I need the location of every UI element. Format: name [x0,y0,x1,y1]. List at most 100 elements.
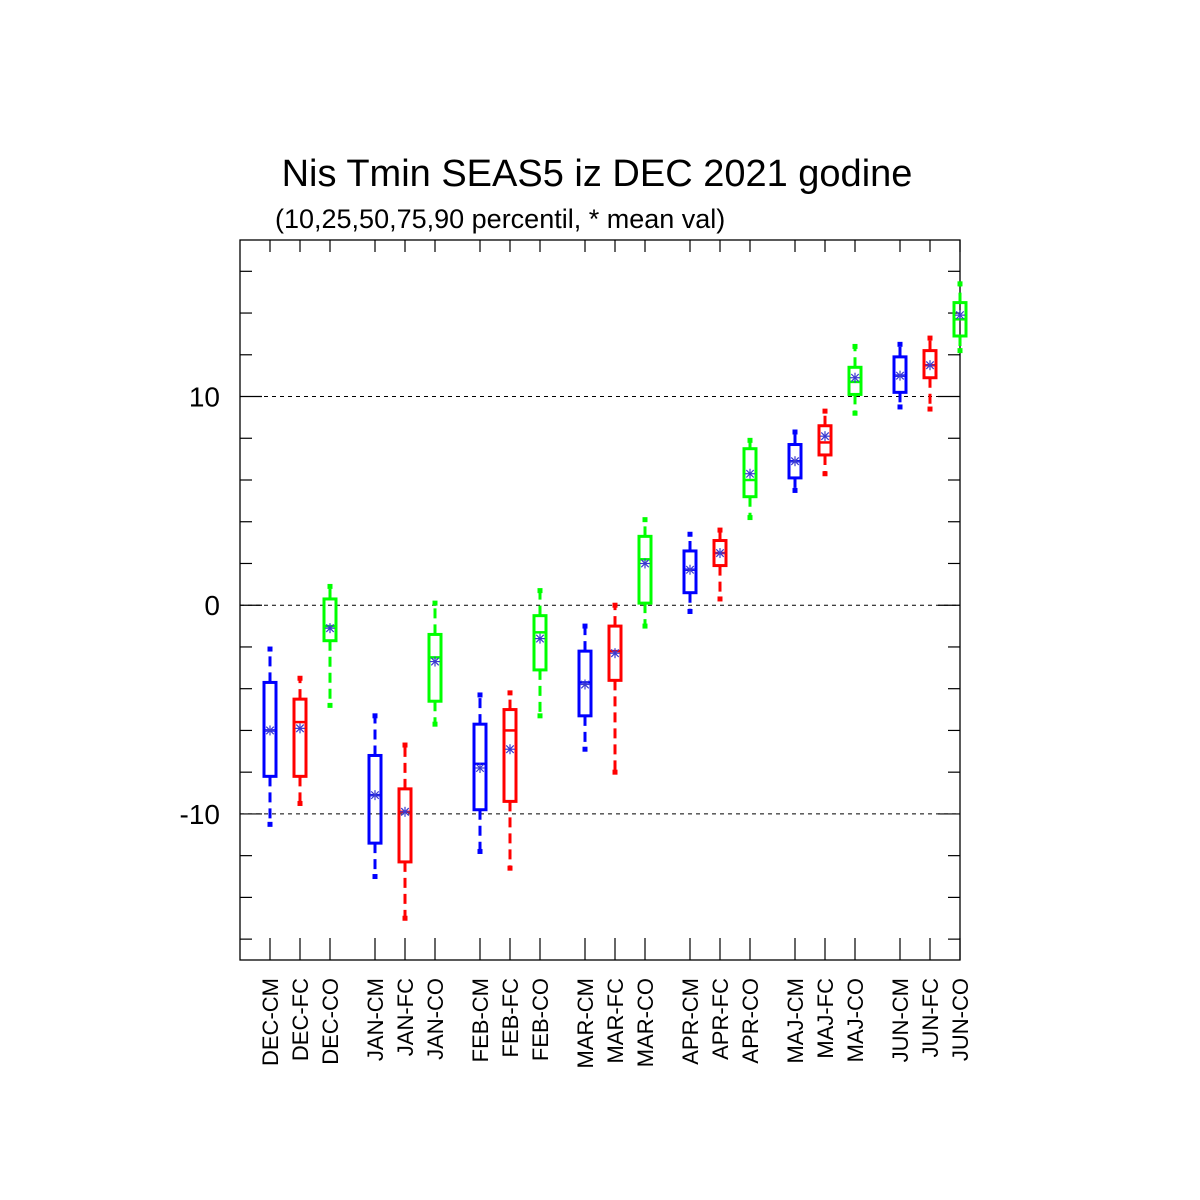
chart-subtitle: (10,25,50,75,90 percentil, * mean val) [275,204,725,234]
p90-marker [372,713,378,719]
p10-marker [897,404,903,410]
x-tick-label: JUN-FC [918,978,943,1058]
x-tick-label: JUN-CM [888,978,913,1062]
mean-marker [295,723,305,734]
p10-marker [402,915,408,921]
x-tick-label: APR-CM [678,978,703,1065]
iqr-box [817,424,833,457]
x-tick-label: MAJ-CM [783,978,808,1064]
box-feb-cm [472,692,488,854]
p90-marker [402,742,408,748]
iqr-box [502,708,518,803]
p90-marker [747,437,753,443]
mean-marker [820,431,830,442]
x-tick-label: FEB-CM [468,978,493,1062]
p10-marker [717,596,723,602]
x-tick-label: APR-FC [708,978,733,1060]
box-mar-co [637,517,653,629]
y-tick-label: 10 [189,382,220,413]
boxes [262,281,968,921]
mean-marker [790,456,800,467]
x-tick-label: DEC-CM [258,978,283,1066]
p10-marker [477,848,483,854]
mean-marker [685,564,695,575]
iqr-box [292,697,308,778]
p10-marker [642,623,648,629]
p90-marker [687,531,693,537]
mean-marker [400,806,410,817]
p10-marker [927,406,933,412]
box-mar-fc [607,602,623,775]
box-mar-cm [577,623,593,752]
p90-marker [297,675,303,681]
x-tick-label: MAR-FC [603,978,628,1064]
p90-marker [507,690,513,696]
plot-area-frame [239,239,961,961]
mean-marker [640,558,650,569]
p10-marker [507,865,513,871]
p90-marker [897,341,903,347]
box-jun-cm [892,341,908,410]
iqr-box [532,614,548,672]
p90-marker [792,429,798,435]
p10-marker [852,410,858,416]
mean-marker [925,360,935,371]
x-tick-label: MAR-CO [633,978,658,1067]
mean-marker [505,744,515,755]
chart-title: Nis Tmin SEAS5 iz DEC 2021 godine [282,153,913,195]
p90-marker [642,517,648,523]
box-jan-cm [367,713,383,880]
box-jan-fc [397,742,413,921]
p10-marker [582,746,588,752]
p90-marker [822,408,828,414]
x-tick-label: DEC-CO [318,978,343,1065]
x-tick-label: DEC-FC [288,978,313,1061]
box-apr-fc [712,527,728,602]
x-tick-label: MAR-CM [573,978,598,1068]
mean-marker [895,370,905,381]
p10-marker [537,713,543,719]
box-jun-co [952,281,968,354]
iqr-box [637,534,653,605]
p10-marker [687,608,693,614]
x-tick-label: JAN-FC [393,978,418,1056]
mean-marker [265,725,275,736]
iqr-box [472,722,488,812]
iqr-box [427,632,443,703]
mean-marker [475,763,485,773]
p10-marker [372,874,378,880]
y-axis: -10 0 10 [180,270,960,940]
p90-marker [582,623,588,629]
p10-marker [327,702,333,708]
iqr-box [322,597,338,643]
p10-marker [747,515,753,521]
p90-marker [537,588,543,594]
mean-marker [715,548,725,559]
p90-marker [852,343,858,349]
p10-marker [297,800,303,806]
p90-marker [477,692,483,698]
mean-marker [580,679,590,690]
box-feb-co [532,588,548,719]
p90-marker [957,281,963,287]
reference-lines [240,396,960,815]
box-apr-cm [682,531,698,614]
p10-marker [612,769,618,775]
x-axis: DEC-CM DEC-FC DEC-CO JAN-CM JAN-FC JAN-CO FEB-… [258,240,973,1068]
box-dec-co [322,583,338,708]
y-tick-label: -10 [180,799,220,830]
box-maj-cm [787,429,803,493]
p10-marker [432,721,438,727]
mean-marker [430,656,440,667]
p10-marker [792,487,798,493]
y-tick-label: 0 [204,590,220,621]
x-tick-label: JUN-CO [948,978,973,1061]
iqr-box [682,549,698,595]
x-tick-label: FEB-CO [528,978,553,1061]
box-feb-fc [502,690,518,871]
box-jan-co [427,600,443,727]
box-dec-fc [292,675,308,806]
mean-marker [745,468,755,479]
box-apr-co [742,437,758,521]
p10-marker [267,821,273,827]
